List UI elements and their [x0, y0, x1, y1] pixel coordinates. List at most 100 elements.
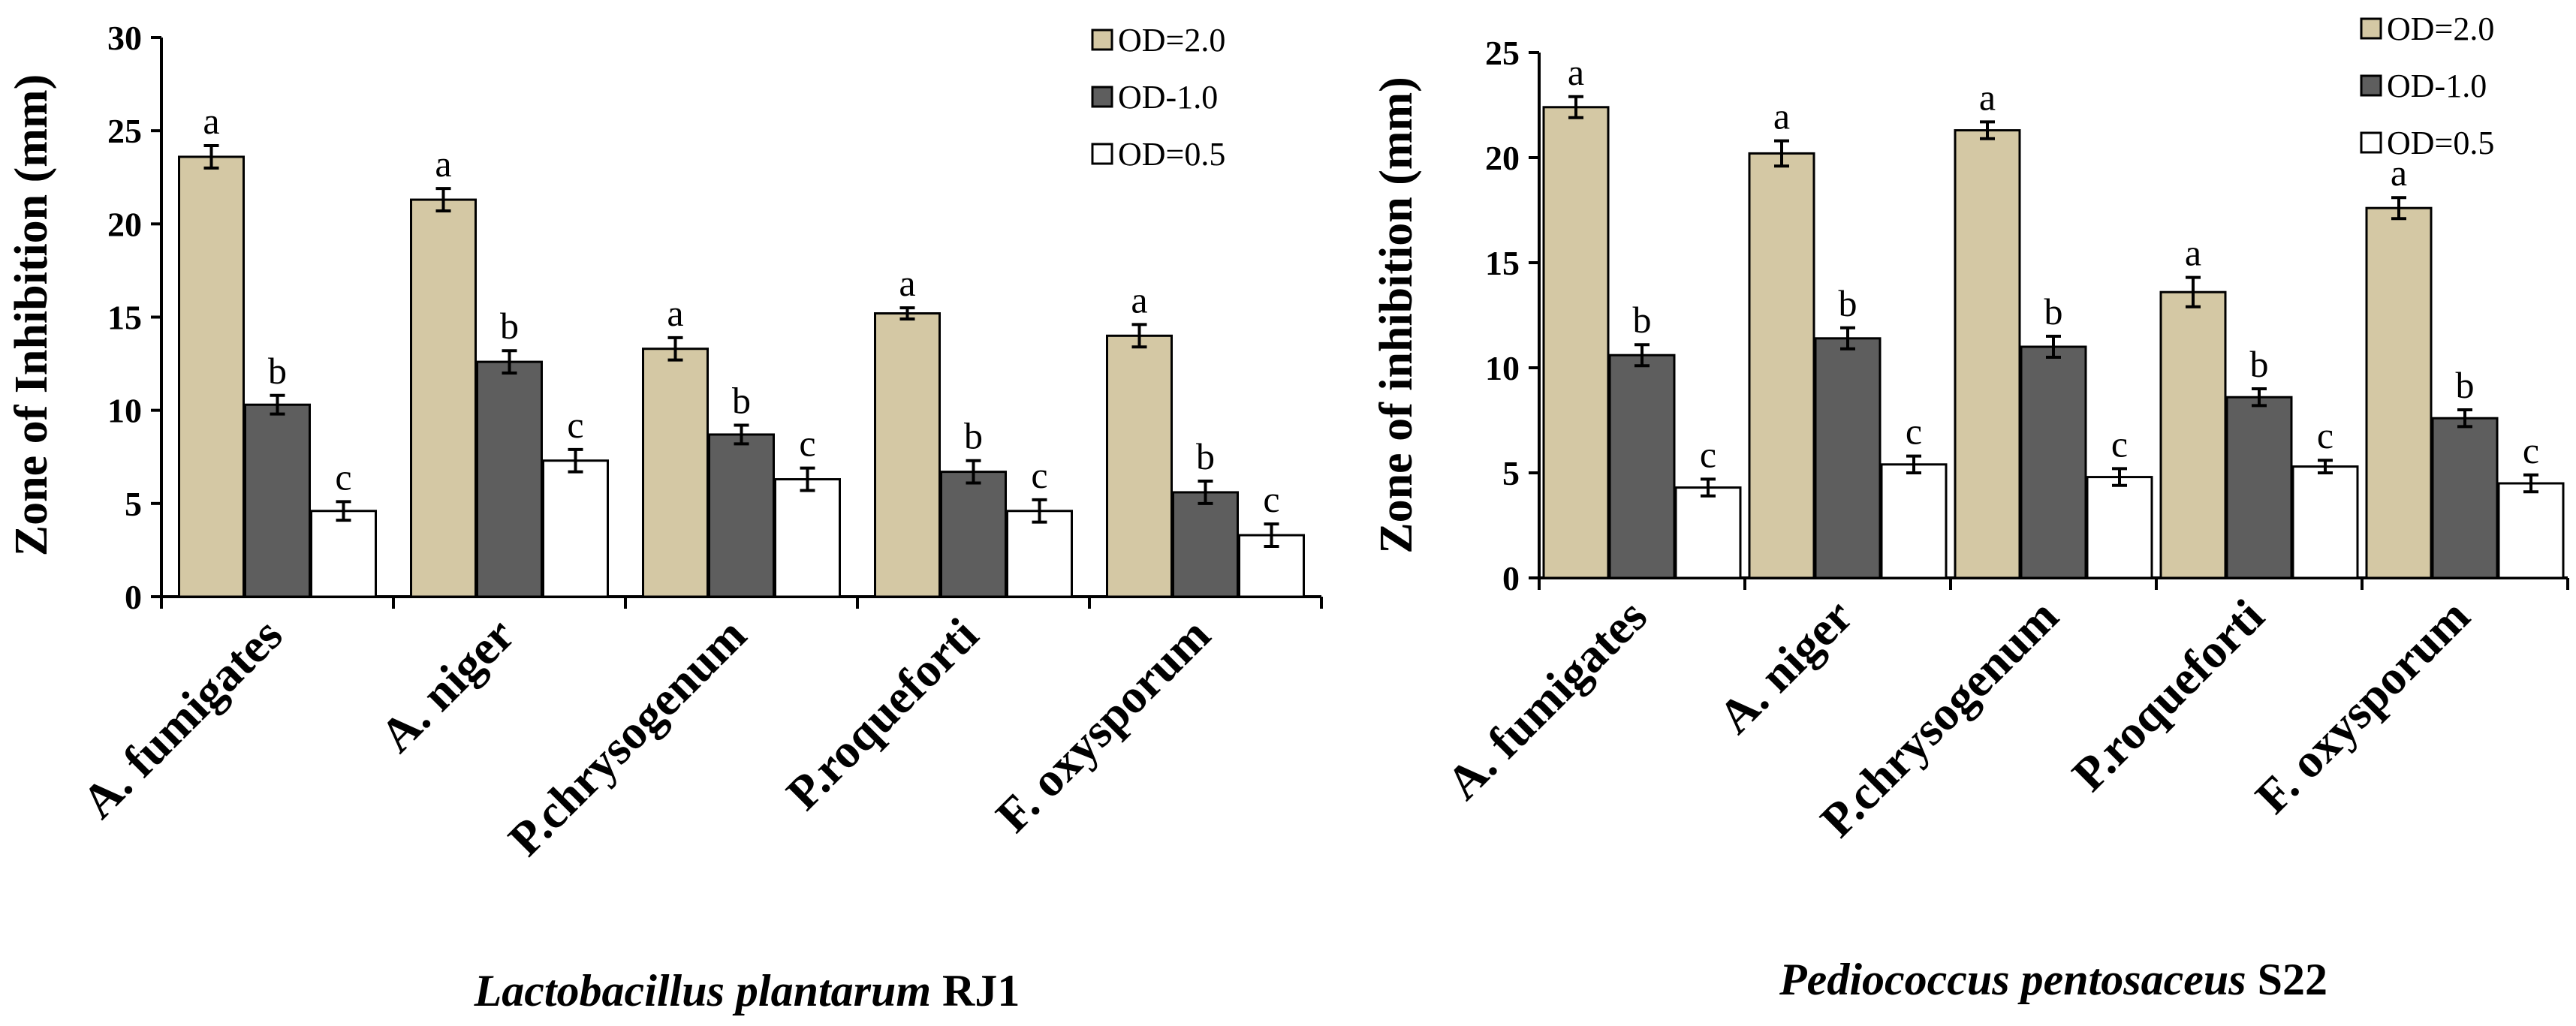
bar-od20 — [2365, 206, 2433, 579]
bar-od05 — [774, 478, 841, 598]
legend-label: OD=2.0 — [2387, 11, 2494, 47]
y-tick-label: 5 — [1502, 454, 1520, 492]
significance-letter: b — [500, 305, 519, 347]
significance-letter: b — [1196, 435, 1215, 477]
chart-1: 0 5 10 15 20 25 30 Zone of Inhibition (mm) a b c A.… — [6, 19, 1323, 1015]
significance-letter: b — [2456, 364, 2475, 406]
y-tick-label: 10 — [1485, 349, 1520, 387]
legend-swatch — [1091, 29, 1113, 51]
legend-swatch — [2360, 74, 2382, 97]
legend-label: OD-1.0 — [1118, 79, 1218, 116]
caption-strain: S22 — [2258, 955, 2327, 1004]
bar-od05 — [2497, 482, 2565, 579]
significance-letter: a — [899, 262, 915, 304]
significance-letter: b — [1633, 299, 1652, 341]
significance-letter: a — [435, 143, 451, 185]
legend-swatch — [1091, 86, 1113, 108]
significance-letter: c — [1906, 411, 1922, 453]
bar-od20 — [1748, 152, 1815, 579]
y-tick-label: 5 — [125, 485, 142, 523]
category-label: P.chrysogenum — [498, 608, 756, 866]
bar-od10 — [1608, 354, 1676, 579]
y-tick-label: 20 — [1485, 139, 1520, 177]
y-tick-label: 20 — [107, 205, 142, 243]
significance-letter: c — [799, 423, 815, 465]
category-label: A. niger — [1708, 589, 1863, 744]
significance-letter: c — [2111, 423, 2128, 465]
significance-letter: b — [2044, 290, 2063, 332]
bar-od05 — [542, 459, 609, 598]
legend-label: OD=0.5 — [2387, 125, 2494, 161]
legend: OD=2.0 OD-1.0 OD=0.5 — [2360, 11, 2494, 161]
caption-species: Lactobacillus plantarum — [474, 966, 942, 1015]
significance-letter: c — [1031, 454, 1047, 496]
legend-swatch — [1091, 143, 1113, 165]
significance-letter: b — [2250, 343, 2269, 385]
significance-letter: a — [1979, 76, 1996, 118]
category-label: A. niger — [369, 608, 524, 763]
bar-od10 — [940, 471, 1007, 598]
significance-letter: a — [1131, 278, 1147, 320]
chart-2: 0 5 10 15 20 25 Zone of inhibition (mm) a b c A. f… — [1371, 11, 2569, 1004]
legend: OD=2.0 OD-1.0 OD=0.5 — [1091, 22, 1225, 173]
caption-strain: RJ1 — [942, 966, 1020, 1015]
bar-od05 — [1880, 463, 1948, 579]
bar-od20 — [178, 155, 245, 598]
category-label: A. fumigates — [71, 608, 292, 829]
legend-label: OD-1.0 — [2387, 68, 2487, 104]
y-tick-label: 0 — [1502, 559, 1520, 597]
bar-od05 — [2086, 476, 2153, 579]
significance-letter: c — [2317, 414, 2333, 456]
bar-od20 — [874, 312, 941, 598]
category-label: P.roqueforti — [776, 608, 989, 820]
significance-letter: c — [1263, 478, 1279, 520]
category-label: P.roqueforti — [2062, 589, 2274, 802]
y-tick-label: 25 — [107, 112, 142, 150]
bar-od20 — [410, 198, 477, 598]
bar-od10 — [476, 360, 543, 598]
category-label: A. fumigates — [1436, 589, 1657, 810]
significance-letter: b — [732, 380, 751, 422]
y-tick-label: 25 — [1485, 34, 1520, 72]
bar-od10 — [2020, 345, 2087, 579]
legend-swatch — [2360, 131, 2382, 154]
y-axis-label: Zone of inhibition (mm) — [1371, 77, 1422, 554]
bar-od05 — [2291, 465, 2359, 579]
significance-letter: c — [2523, 429, 2539, 471]
bar-od20 — [1954, 129, 2021, 579]
y-tick-label: 0 — [125, 578, 142, 616]
y-tick-label: 15 — [107, 299, 142, 337]
legend-swatch — [2360, 17, 2382, 40]
chart-caption: Pediococcus pentosaceus S22 — [1779, 955, 2327, 1004]
significance-letter: a — [2391, 152, 2407, 194]
bar-od20 — [1542, 106, 1610, 579]
significance-letter: b — [1839, 282, 1857, 324]
bar-od05 — [310, 510, 377, 598]
bar-od10 — [2225, 396, 2293, 579]
caption-species: Pediococcus pentosaceus — [1779, 955, 2258, 1004]
significance-letter: c — [335, 456, 351, 498]
y-axis-label: Zone of Inhibition (mm) — [6, 74, 57, 556]
legend-label: OD=0.5 — [1118, 136, 1225, 173]
bar-od05 — [1674, 486, 1742, 579]
significance-letter: b — [964, 415, 983, 457]
significance-letter: a — [1568, 51, 1584, 93]
bar-od10 — [708, 433, 775, 598]
significance-letter: a — [1773, 95, 1790, 137]
chart-caption: Lactobacillus plantarum RJ1 — [474, 966, 1020, 1015]
significance-letter: c — [567, 404, 583, 446]
bar-od05 — [1006, 510, 1073, 598]
bar-od20 — [642, 348, 709, 598]
significance-letter: a — [2185, 232, 2201, 274]
y-tick-label: 10 — [107, 392, 142, 430]
significance-letter: a — [667, 292, 683, 334]
legend-label: OD=2.0 — [1118, 22, 1225, 59]
significance-letter: a — [203, 100, 219, 142]
bar-od20 — [1106, 334, 1173, 598]
bar-od10 — [2431, 417, 2499, 579]
bar-od20 — [2159, 290, 2227, 579]
y-tick-label: 15 — [1485, 244, 1520, 282]
category-label: F. oxysporum — [986, 608, 1221, 843]
bar-od10 — [1172, 491, 1239, 598]
